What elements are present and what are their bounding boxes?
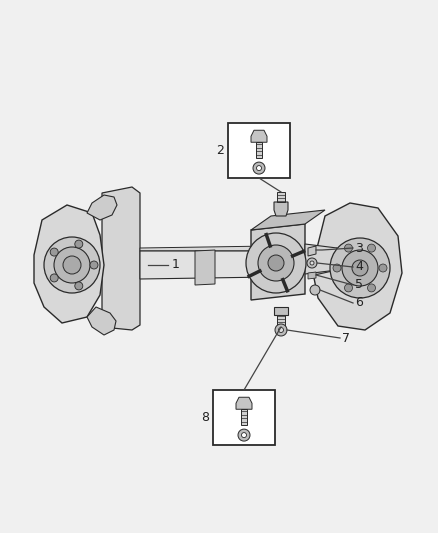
Circle shape	[257, 166, 261, 171]
Polygon shape	[140, 246, 270, 251]
Polygon shape	[251, 224, 305, 300]
Circle shape	[342, 250, 378, 286]
Polygon shape	[251, 210, 325, 230]
Polygon shape	[308, 246, 316, 256]
Circle shape	[253, 162, 265, 174]
Circle shape	[367, 284, 375, 292]
Text: 7: 7	[342, 332, 350, 344]
Circle shape	[241, 433, 247, 438]
Polygon shape	[236, 397, 252, 409]
Polygon shape	[312, 203, 402, 330]
Circle shape	[238, 429, 250, 441]
Circle shape	[258, 245, 294, 281]
Polygon shape	[310, 248, 337, 276]
Circle shape	[379, 264, 387, 272]
Circle shape	[275, 324, 287, 336]
Polygon shape	[251, 130, 267, 142]
Text: 6: 6	[355, 296, 363, 310]
Circle shape	[367, 244, 375, 252]
Polygon shape	[277, 315, 285, 327]
Circle shape	[44, 237, 100, 293]
Circle shape	[352, 260, 368, 276]
Polygon shape	[140, 251, 270, 279]
Text: 8: 8	[201, 411, 209, 424]
Circle shape	[75, 282, 83, 290]
Bar	[228, 123, 290, 178]
Circle shape	[345, 244, 353, 252]
Polygon shape	[308, 272, 316, 279]
Circle shape	[50, 248, 58, 256]
Polygon shape	[87, 307, 116, 335]
Circle shape	[90, 261, 98, 269]
Circle shape	[310, 261, 314, 265]
Circle shape	[268, 255, 284, 271]
Polygon shape	[87, 195, 117, 220]
Text: 2: 2	[216, 144, 224, 157]
Circle shape	[345, 284, 353, 292]
Polygon shape	[305, 244, 337, 274]
Text: 3: 3	[355, 241, 363, 254]
Polygon shape	[274, 307, 288, 315]
Circle shape	[310, 285, 320, 295]
Circle shape	[54, 247, 90, 283]
Text: 4: 4	[355, 261, 363, 273]
Circle shape	[75, 240, 83, 248]
Circle shape	[333, 264, 341, 272]
Polygon shape	[274, 202, 288, 216]
Circle shape	[246, 233, 306, 293]
Circle shape	[307, 258, 317, 268]
Text: 1: 1	[172, 259, 180, 271]
Circle shape	[279, 327, 283, 333]
Polygon shape	[195, 250, 215, 285]
Polygon shape	[256, 142, 262, 158]
Polygon shape	[277, 192, 285, 202]
Polygon shape	[102, 187, 140, 330]
Circle shape	[63, 256, 81, 274]
Text: 5: 5	[355, 279, 363, 292]
Polygon shape	[34, 205, 104, 323]
Circle shape	[330, 238, 390, 298]
Bar	[213, 390, 275, 445]
Circle shape	[50, 274, 58, 282]
Polygon shape	[241, 409, 247, 425]
